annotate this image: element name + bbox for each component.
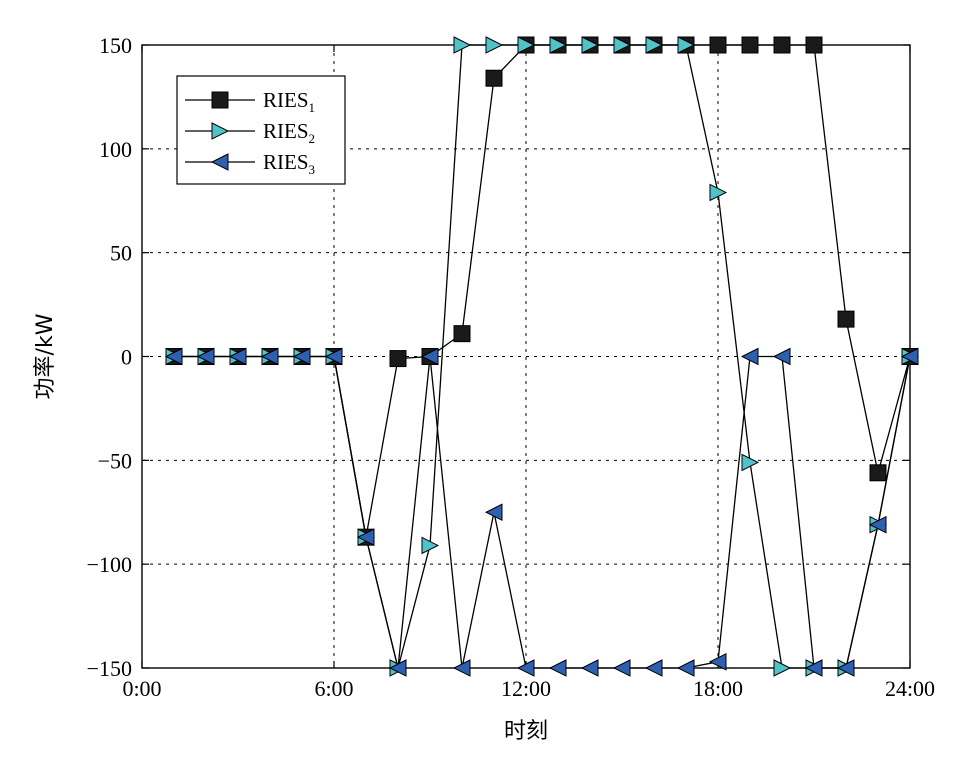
axis-ticks: 0:00 6:00 12:00 18:00 24:00 −150 −100 −50 0 50 100… [87, 33, 935, 701]
y-tick-label: 50 [110, 241, 132, 266]
data-point-ries3 [484, 503, 503, 522]
data-point-ries3 [612, 659, 631, 677]
data-point-ries3 [452, 659, 471, 677]
legend-marker [210, 153, 229, 171]
data-point-ries1 [869, 464, 887, 482]
data-point-ries3 [644, 659, 663, 677]
data-point-ries3 [260, 347, 279, 366]
data-point-ries1 [741, 36, 759, 54]
y-axis-title: 功率/kW [33, 313, 58, 399]
legend-label: RIES3 [263, 150, 315, 177]
legend-marker [211, 122, 230, 140]
data-point-ries2 [677, 36, 696, 54]
x-tick-label: 18:00 [693, 676, 743, 701]
data-point-ries3 [900, 347, 919, 366]
data-point-ries1 [389, 350, 407, 368]
data-point-ries1 [709, 36, 727, 54]
data-point-ries3 [836, 659, 855, 677]
y-tick-label: −50 [98, 448, 132, 473]
data-point-ries2 [709, 183, 728, 202]
data-point-ries3 [228, 347, 247, 366]
data-point-ries2 [645, 36, 664, 54]
legend-label: RIES1 [263, 88, 315, 115]
data-point-ries3 [324, 347, 343, 366]
data-point-ries3 [388, 659, 407, 677]
data-point-ries3 [548, 659, 567, 677]
y-tick-label: 100 [99, 137, 132, 162]
y-tick-label: 0 [121, 345, 132, 370]
data-point-ries3 [580, 659, 599, 677]
x-tick-label: 6:00 [314, 676, 353, 701]
legend-box [176, 75, 346, 185]
data-point-ries2 [741, 453, 760, 472]
y-tick-label: −100 [87, 552, 132, 577]
data-point-ries3 [292, 347, 311, 366]
data-point-ries3 [868, 515, 887, 534]
data-point-ries1 [773, 36, 791, 54]
data-point-ries2 [613, 36, 632, 54]
legend-marker [211, 91, 229, 109]
y-tick-label: −150 [87, 656, 132, 681]
data-point-ries2 [453, 36, 472, 54]
data-point-ries3 [804, 659, 823, 677]
data-point-ries3 [772, 347, 791, 366]
data-point-ries3 [420, 347, 439, 366]
data-point-ries1 [805, 36, 823, 54]
data-point-ries3 [708, 652, 727, 671]
x-tick-label: 12:00 [501, 676, 551, 701]
data-point-ries3 [676, 659, 695, 677]
legend: RIES1 RIES2 RIES3 [176, 75, 346, 185]
x-tick-label: 24:00 [885, 676, 935, 701]
data-point-ries2 [421, 536, 440, 555]
x-axis-title: 时刻 [504, 719, 548, 744]
series-line-ries3 [174, 355, 911, 669]
legend-label: RIES2 [263, 119, 315, 146]
data-point-ries3 [516, 659, 535, 677]
y-tick-label: 150 [99, 33, 132, 58]
data-point-ries2 [485, 36, 504, 54]
data-point-ries2 [581, 36, 600, 54]
data-point-ries3 [164, 347, 183, 366]
data-point-ries3 [740, 347, 759, 366]
data-point-ries3 [356, 528, 375, 546]
data-point-ries2 [517, 36, 536, 54]
data-point-ries1 [453, 325, 471, 343]
data-point-ries2 [549, 36, 568, 54]
data-series [164, 36, 920, 677]
x-tick-label: 0:00 [122, 676, 161, 701]
data-point-ries2 [773, 659, 792, 677]
data-point-ries1 [485, 69, 503, 87]
data-point-ries3 [196, 347, 215, 366]
data-point-ries1 [837, 310, 855, 328]
